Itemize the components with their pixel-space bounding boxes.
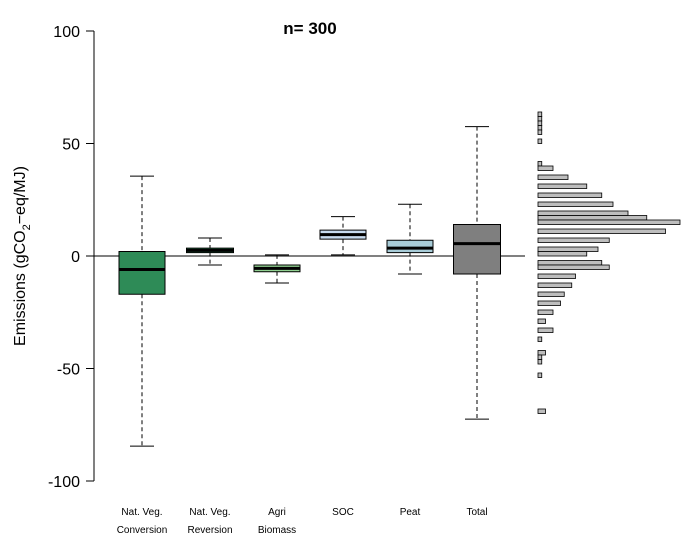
- histogram-bar: [537, 228, 666, 234]
- histogram-bar: [537, 336, 543, 342]
- histogram: [537, 111, 681, 414]
- histogram-bar: [537, 138, 543, 144]
- histogram-bar: [537, 219, 681, 225]
- category-label-line2: Reversion: [187, 525, 232, 534]
- histogram-bar: [537, 359, 543, 365]
- histogram-bar: [537, 111, 543, 117]
- histogram-bar: [537, 192, 603, 198]
- histogram-bar: [537, 273, 576, 279]
- category-label-line2: Biomass: [258, 525, 296, 534]
- histogram-bar: [537, 408, 546, 414]
- y-tick-label: 50: [62, 137, 80, 154]
- histogram-bar: [537, 174, 569, 180]
- category-label-line1: Total: [466, 507, 487, 518]
- histogram-bar: [537, 165, 554, 171]
- histogram-bar: [537, 309, 554, 315]
- box-1: [186, 237, 234, 266]
- histogram-bar: [537, 291, 565, 297]
- y-axis-label-subscript: 2: [21, 224, 33, 230]
- histogram-bar: [537, 318, 546, 324]
- y-axis-label: Emissions (gCO2−eq/MJ): [12, 166, 33, 346]
- histogram-bar: [537, 237, 610, 243]
- category-label-line1: Agri: [268, 507, 286, 518]
- histogram-bar: [537, 354, 543, 360]
- y-axis-label-main: Emissions (gCO: [12, 230, 29, 346]
- box-4: [386, 203, 434, 275]
- y-tick-label: 100: [53, 24, 80, 41]
- box-iqr: [118, 251, 166, 295]
- histogram-bar: [537, 201, 614, 207]
- histogram-bar: [537, 282, 573, 288]
- category-label-line1: Peat: [400, 507, 421, 518]
- chart-title: n= 300: [283, 19, 336, 38]
- y-axis: 100 50 0 -50 -100: [48, 24, 95, 491]
- histogram-bar: [537, 350, 546, 356]
- histogram-bar: [537, 215, 648, 221]
- histogram-bar: [537, 300, 561, 306]
- y-tick-label: 0: [71, 249, 80, 266]
- histogram-bar: [537, 372, 543, 378]
- box-3: [319, 216, 367, 256]
- histogram-bar: [537, 260, 603, 266]
- histogram-bar: [537, 251, 588, 257]
- category-labels: Nat. Veg. Conversion Nat. Veg. Reversion Agr…: [117, 507, 488, 534]
- y-tick-label: -50: [57, 362, 80, 379]
- category-label-line1: SOC: [332, 507, 354, 518]
- box-2: [253, 254, 301, 284]
- histogram-bar: [537, 183, 588, 189]
- histogram-bar: [537, 120, 543, 126]
- box-iqr: [386, 239, 434, 254]
- y-axis-label-tail: −eq/MJ): [12, 166, 29, 224]
- histogram-bar: [537, 161, 543, 167]
- box-5: [453, 126, 501, 420]
- histogram-bar: [537, 246, 599, 252]
- category-label-line2: Conversion: [117, 525, 168, 534]
- y-tick-label: -100: [48, 474, 80, 491]
- histogram-bar: [537, 210, 629, 216]
- histogram-bar: [537, 116, 543, 122]
- box-plots: [118, 126, 501, 447]
- histogram-bar: [537, 129, 543, 135]
- box-iqr: [453, 224, 501, 275]
- histogram-bar: [537, 125, 543, 131]
- histogram-bar: [537, 264, 610, 270]
- histogram-bar: [537, 327, 554, 333]
- category-label-line1: Nat. Veg.: [121, 507, 162, 518]
- box-0: [118, 175, 166, 447]
- category-label-line1: Nat. Veg.: [189, 507, 230, 518]
